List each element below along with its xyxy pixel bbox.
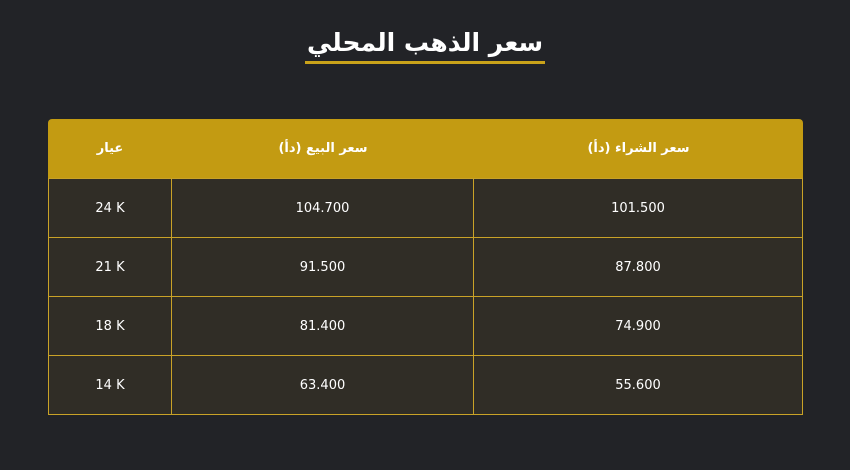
cell-karat: 14 K xyxy=(48,356,172,415)
cell-buy-price: 55.600 xyxy=(474,356,803,415)
cell-sell-price: 91.500 xyxy=(172,238,474,297)
table-row: 18 K 81.400 74.900 xyxy=(48,297,803,356)
header-buy-price: سعر الشراء (دأ) xyxy=(474,119,803,178)
header-sell-price: سعر البيع (دأ) xyxy=(172,119,474,178)
table-header-row: عيار سعر البيع (دأ) سعر الشراء (دأ) xyxy=(48,119,803,178)
cell-buy-price: 74.900 xyxy=(474,297,803,356)
cell-karat: 24 K xyxy=(48,178,172,238)
cell-buy-price: 101.500 xyxy=(474,178,803,238)
cell-sell-price: 63.400 xyxy=(172,356,474,415)
page-title: سعر الذهب المحلي xyxy=(304,28,546,64)
cell-sell-price: 104.700 xyxy=(172,178,474,238)
table-row: 14 K 63.400 55.600 xyxy=(48,356,803,415)
header-karat: عيار xyxy=(48,119,172,178)
gold-price-table: عيار سعر البيع (دأ) سعر الشراء (دأ) 24 K… xyxy=(48,119,803,415)
cell-sell-price: 81.400 xyxy=(172,297,474,356)
cell-buy-price: 87.800 xyxy=(474,238,803,297)
table-row: 21 K 91.500 87.800 xyxy=(48,238,803,297)
cell-karat: 21 K xyxy=(48,238,172,297)
cell-karat: 18 K xyxy=(48,297,172,356)
table-row: 24 K 104.700 101.500 xyxy=(48,178,803,238)
page-title-wrap: سعر الذهب المحلي xyxy=(0,28,850,64)
